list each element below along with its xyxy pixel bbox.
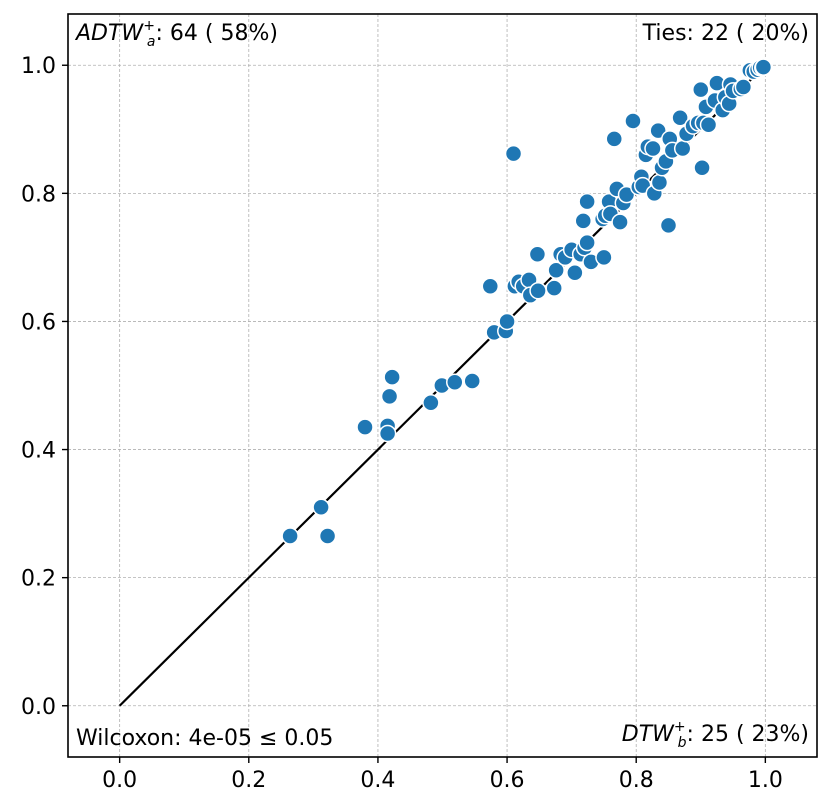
x-tick-label: 0.4: [360, 768, 395, 793]
data-point: [504, 144, 523, 163]
y-tick-label: 1.0: [21, 54, 56, 79]
data-point: [574, 212, 593, 230]
data-point: [671, 109, 689, 127]
data-point: [624, 112, 642, 130]
data-point: [578, 233, 596, 252]
data-point: [617, 185, 636, 204]
plot-frame: [67, 13, 818, 758]
ticks: 0.0 0.2 0.4 0.6 0.8 1.0 0.0 0.2 0.4 0.6 0.8 1.0: [21, 54, 783, 793]
data-point: [446, 373, 464, 392]
y-tick-label: 0.0: [21, 695, 56, 720]
data-point: [547, 261, 565, 279]
data-point: [699, 116, 718, 134]
y-tick-label: 0.2: [21, 567, 56, 592]
data-point: [734, 78, 753, 96]
data-point: [318, 527, 337, 545]
data-point: [693, 158, 711, 177]
data-point: [605, 130, 624, 148]
data-point: [566, 264, 584, 282]
data-point: [378, 424, 397, 443]
data-point: [545, 279, 563, 297]
annotation-top-left: ADTW+ a: 64 ( 58%): [74, 18, 278, 50]
y-tick-label: 0.8: [21, 182, 56, 207]
x-tick-label: 0.2: [231, 768, 266, 793]
data-point: [659, 216, 678, 235]
data-point: [644, 139, 662, 158]
annotation-top-right: Ties: 22 ( 20%): [642, 21, 809, 46]
data-point: [356, 418, 374, 436]
data-point: [281, 527, 299, 545]
data-point: [481, 277, 500, 295]
data-point: [529, 281, 547, 300]
data-point: [754, 58, 773, 76]
data-point: [611, 213, 629, 231]
y-tick-label: 0.4: [21, 439, 56, 464]
data-point: [595, 248, 613, 267]
data-point: [383, 368, 401, 386]
data-point: [380, 387, 399, 406]
data-point: [673, 139, 692, 158]
x-tick-label: 0.6: [490, 768, 525, 793]
x-tick-label: 0.0: [102, 768, 137, 793]
data-point: [463, 372, 481, 390]
grid: [68, 14, 817, 757]
y-tick-label: 0.6: [21, 310, 56, 335]
data-point: [422, 394, 440, 412]
x-tick-label: 0.8: [619, 768, 654, 793]
annotation-bottom-right: DTW+ b: 25 ( 23%): [622, 719, 809, 751]
data-point: [312, 498, 330, 516]
data-point: [498, 312, 516, 331]
x-tick-label: 1.0: [748, 768, 783, 793]
data-point: [692, 80, 710, 99]
data-point: [650, 173, 669, 192]
data-point: [578, 192, 596, 211]
points: [281, 58, 773, 545]
annotation-bottom-left: Wilcoxon: 4e-05 ≤ 0.05: [76, 726, 333, 751]
data-point: [528, 245, 547, 263]
data-point: [649, 121, 667, 140]
